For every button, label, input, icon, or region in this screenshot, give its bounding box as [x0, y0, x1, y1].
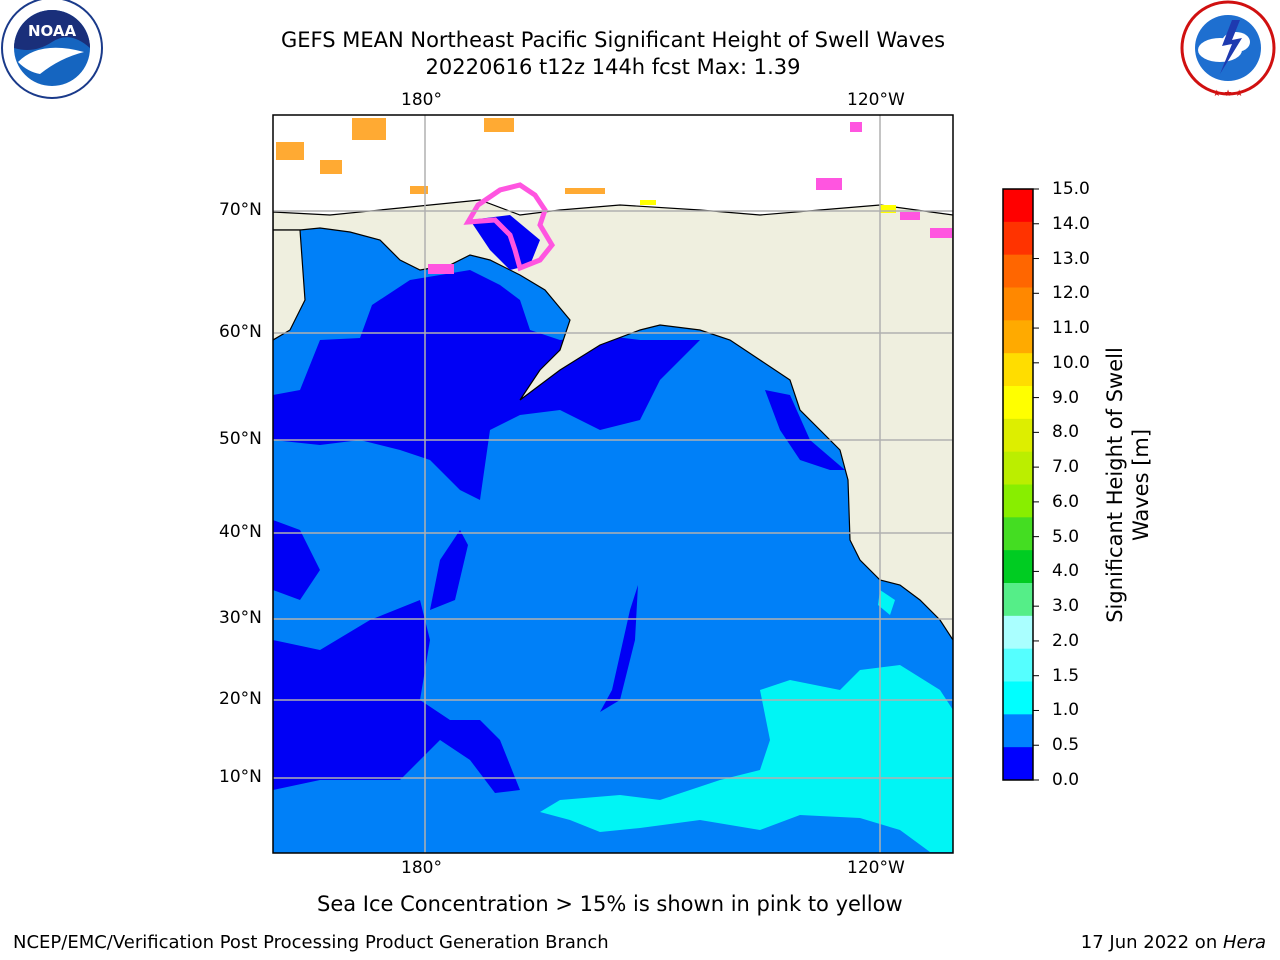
- low-swell-north: [273, 270, 700, 500]
- noaa-logo: NOAA: [1, 0, 103, 99]
- lon-label-top-180: 180°: [401, 90, 442, 110]
- graticule: [273, 115, 953, 853]
- colorbar-tick-label: 10.0: [1052, 352, 1090, 373]
- colorbar-block-9: [1003, 484, 1033, 518]
- map-subtitle: 20220616 t12z 144h fcst Max: 1.39: [425, 55, 801, 79]
- footer-host: Hera: [1222, 932, 1266, 953]
- colorbar-block-3: [1003, 287, 1033, 321]
- colorbar-tick-label: 6.0: [1052, 491, 1080, 512]
- colorbar-tick-label: 0.5: [1052, 735, 1080, 756]
- lat-label-40n: 40°N: [219, 522, 262, 542]
- colorbar-tick-label: 1.0: [1052, 700, 1080, 721]
- colorbar-block-5: [1003, 353, 1033, 387]
- colorbar-block-14: [1003, 648, 1033, 682]
- low-swell-west: [273, 520, 320, 600]
- sea-ice-bering: [463, 182, 556, 272]
- colorbar-tick-label: 9.0: [1052, 387, 1080, 408]
- colorbar-tick-label: 5.0: [1052, 526, 1080, 547]
- colorbar-tick-label: 11.0: [1052, 318, 1090, 339]
- colorbar-block-7: [1003, 418, 1033, 453]
- colorbar-tick-label: 8.0: [1052, 422, 1080, 443]
- colorbar-block-6: [1003, 386, 1033, 420]
- noaa-logo-text: NOAA: [28, 22, 77, 40]
- footer-branch: NCEP/EMC/Verification Post Processing Pr…: [13, 932, 609, 953]
- nws-logo: ★ ★ ★: [1180, 0, 1276, 99]
- colorbar-tick-label: 14.0: [1052, 213, 1090, 234]
- map-frame: [272, 114, 954, 854]
- colorbar-block-8: [1003, 451, 1033, 485]
- lon-label-top-120w: 120°W: [847, 90, 905, 110]
- colorbar-block-17: [1003, 747, 1033, 781]
- svg-text:★ ★ ★: ★ ★ ★: [1213, 89, 1243, 99]
- lat-label-60n: 60°N: [219, 322, 262, 342]
- lon-label-bottom-180: 180°: [401, 858, 442, 878]
- colorbar-block-13: [1003, 615, 1033, 650]
- colorbar-tick-label: 13.0: [1052, 248, 1090, 269]
- colorbar-block-16: [1003, 714, 1033, 748]
- colorbar-label-line2: Waves [m]: [1129, 428, 1153, 542]
- footer-date: 17 Jun 2022 on Hera: [1080, 932, 1266, 953]
- colorbar-tick-label: 0.0: [1052, 770, 1080, 790]
- lat-label-70n: 70°N: [219, 200, 262, 220]
- sea-ice-caption: Sea Ice Concentration > 15% is shown in …: [317, 892, 903, 916]
- colorbar-tick-label: 12.0: [1052, 283, 1090, 304]
- colorbar-tick-label: 4.0: [1052, 561, 1080, 582]
- lat-label-50n: 50°N: [219, 429, 262, 449]
- colorbar-tick-label: 2.0: [1052, 630, 1080, 651]
- high-swell-east: [540, 665, 953, 852]
- colorbar-tick-label: 15.0: [1052, 179, 1090, 199]
- colorbar-block-2: [1003, 254, 1033, 288]
- lat-label-30n: 30°N: [219, 608, 262, 628]
- colorbar-label-line1: Significant Height of Swell: [1103, 347, 1127, 623]
- colorbar-block-1: [1003, 221, 1033, 256]
- colorbar-block-10: [1003, 517, 1033, 551]
- colorbar-tick-label: 1.5: [1052, 665, 1080, 686]
- colorbar-tick-label: 7.0: [1052, 457, 1080, 478]
- lat-label-20n: 20°N: [219, 689, 262, 709]
- colorbar-block-15: [1003, 681, 1033, 715]
- colorbar-block-11: [1003, 550, 1033, 584]
- colorbar-block-0: [1003, 189, 1033, 223]
- lon-label-bottom-120w: 120°W: [847, 858, 905, 878]
- map-title: GEFS MEAN Northeast Pacific Significant …: [280, 28, 946, 52]
- colorbar-block-4: [1003, 320, 1033, 354]
- colorbar-block-12: [1003, 583, 1033, 617]
- colorbar-tick-label: 3.0: [1052, 596, 1080, 617]
- lat-label-10n: 10°N: [219, 767, 262, 787]
